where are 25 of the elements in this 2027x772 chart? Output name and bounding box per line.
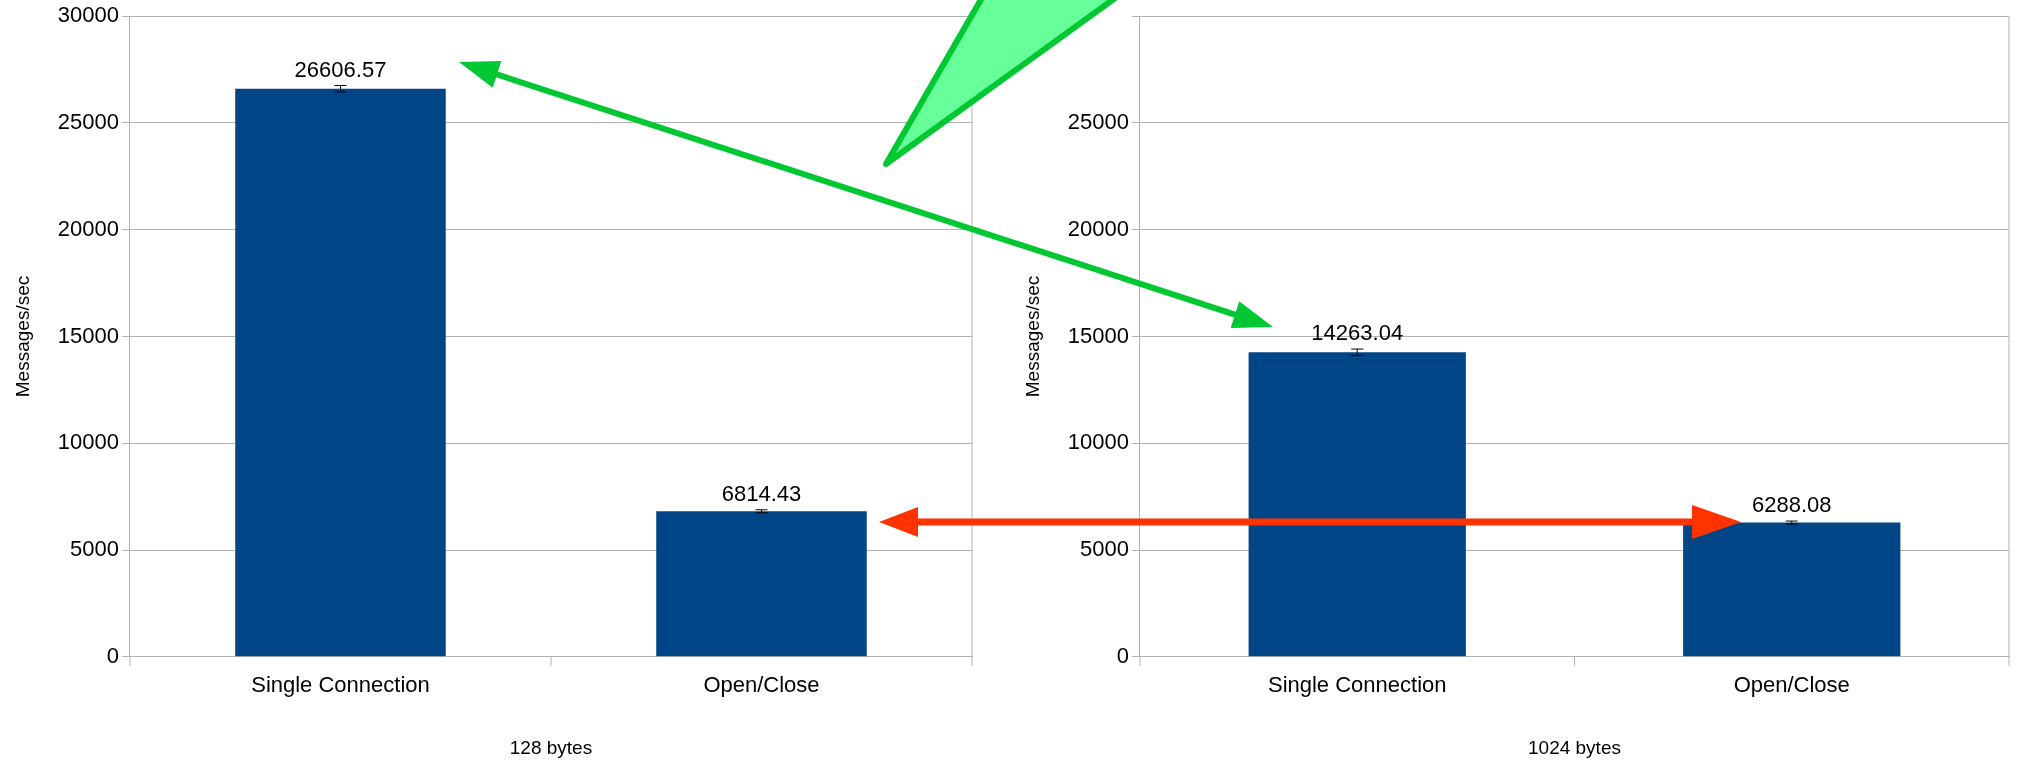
x-tick-label: Single Connection [251, 672, 430, 698]
y-axis-title: Messages/sec [1021, 275, 1043, 398]
x-tick-label: Open/Close [703, 672, 820, 698]
y-tick-label: 0 [1116, 642, 1129, 668]
y-tick-label: 10000 [57, 429, 119, 455]
y-tick-label: 0 [106, 642, 119, 668]
y-tick-label: 20000 [1067, 215, 1129, 241]
y-tick-label: 25000 [57, 109, 119, 135]
y-tick-label: 5000 [1080, 536, 1129, 562]
y-tick-label: 20000 [57, 215, 119, 241]
y-tick-label: 5000 [70, 536, 119, 562]
y-tick-label: 10000 [1067, 429, 1129, 455]
y-tick-label: 30000 [57, 2, 119, 28]
x-axis-title: 1024 bytes [1528, 736, 1621, 758]
data-label: 26606.57 [294, 56, 387, 82]
y-axis-title: Messages/sec [11, 275, 33, 398]
y-tick-label: 15000 [57, 322, 119, 348]
y-tick-label: 25000 [1067, 109, 1129, 135]
data-label: 14263.04 [1311, 320, 1404, 346]
x-axis-title: 128 bytes [509, 736, 593, 758]
x-tick-label: Single Connection [1267, 672, 1447, 698]
x-tick-label: Open/Close [1733, 672, 1850, 698]
data-label: 6288.08 [1751, 492, 1832, 518]
data-label: 6814.43 [721, 480, 802, 506]
y-tick-label: 15000 [1067, 322, 1129, 348]
